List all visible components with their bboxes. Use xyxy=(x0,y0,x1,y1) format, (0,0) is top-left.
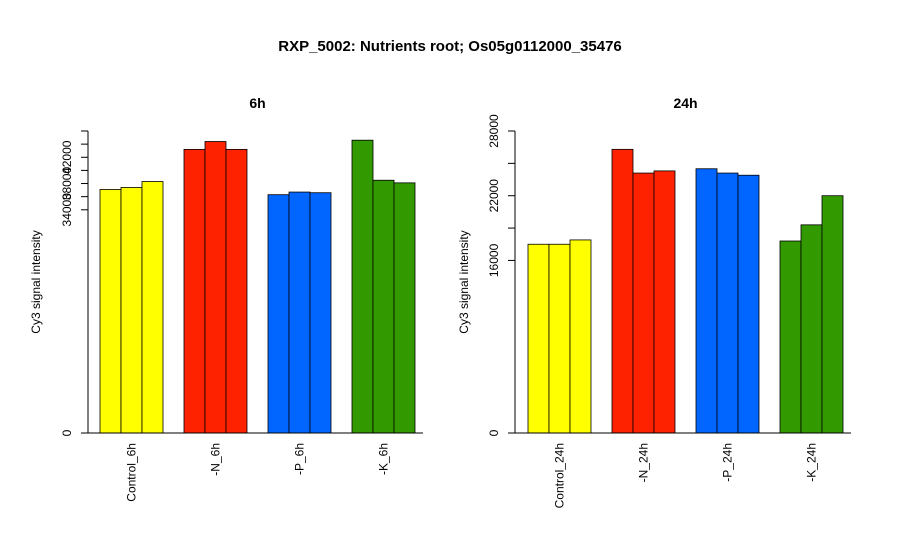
bar--K_6h-3 xyxy=(393,182,416,434)
bar--N_24h-3 xyxy=(653,170,676,434)
bar--K_24h-3 xyxy=(821,195,844,434)
y-tick-label: 34000 xyxy=(60,193,74,227)
chart-title: RXP_5002: Nutrients root; Os05g0112000_3… xyxy=(278,38,622,55)
bar--P_6h-1 xyxy=(267,194,290,434)
bar--N_24h-1 xyxy=(611,148,634,434)
bar--P_6h-3 xyxy=(309,192,332,434)
x-tick-label: -P_6h xyxy=(293,443,307,475)
y-tick-label: 28000 xyxy=(487,114,501,148)
x-tick-label: Control_6h xyxy=(125,443,139,502)
y-axis-label: Cy3 signal intensity xyxy=(457,230,471,333)
bar--P_6h-2 xyxy=(288,191,311,434)
bar--N_6h-3 xyxy=(225,148,248,434)
bar--P_24h-2 xyxy=(716,172,739,434)
bar-Control_24h-2 xyxy=(548,243,571,434)
bar-Control_24h-1 xyxy=(527,243,550,434)
x-tick-label: -N_6h xyxy=(209,443,223,476)
bar--N_6h-2 xyxy=(204,141,227,434)
y-tick-label: 38000 xyxy=(60,167,74,201)
y-tick-label: 16000 xyxy=(487,243,501,277)
x-tick-label: Control_24h xyxy=(553,443,567,508)
bar-Control_6h-1 xyxy=(99,189,122,434)
y-tick-label: 0 xyxy=(60,429,74,436)
bar--P_24h-3 xyxy=(737,174,760,434)
panel-2: 24h Control_24h -N_24h -P_24h -K_24h 0 16000 22… xyxy=(457,95,851,508)
x-tick-label: -K_6h xyxy=(377,443,391,475)
x-tick-label: -P_24h xyxy=(721,443,735,482)
bar-Control_6h-2 xyxy=(120,187,143,434)
bar--K_24h-1 xyxy=(779,240,802,434)
y-tick-label: 22000 xyxy=(487,179,501,213)
panel-title: 24h xyxy=(673,95,697,111)
x-tick-label: -N_24h xyxy=(637,443,651,482)
bar--P_24h-1 xyxy=(695,168,718,434)
bar-Control_6h-3 xyxy=(141,181,164,434)
bar--K_24h-2 xyxy=(800,224,823,434)
y-tick-label: 0 xyxy=(487,429,501,436)
panel-1: 6h Control_6h -N_6h -P_6h -K_6h 0 340003800042… xyxy=(29,95,423,502)
y-axis-label: Cy3 signal intensity xyxy=(29,230,43,333)
bar-Control_24h-3 xyxy=(569,239,592,434)
x-tick-label: -K_24h xyxy=(805,443,819,482)
bar--N_24h-2 xyxy=(632,172,655,434)
panel-title: 6h xyxy=(249,95,265,111)
bar--N_6h-1 xyxy=(183,148,206,434)
bar--K_6h-2 xyxy=(372,179,395,434)
bar--K_6h-1 xyxy=(351,139,374,434)
y-tick-label: 42000 xyxy=(60,140,74,174)
